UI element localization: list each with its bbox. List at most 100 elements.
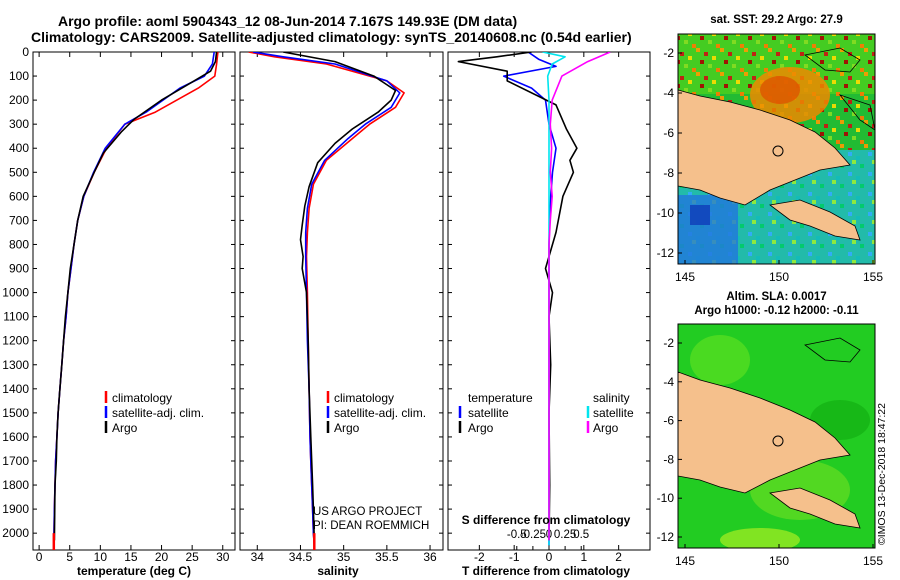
difference-legend: temperature satellite Argo salinity sate…: [458, 391, 634, 435]
series-line-argo: [283, 52, 397, 541]
s-tick-label: 0.25: [554, 529, 576, 541]
map-lat-label: -12: [657, 246, 675, 260]
t-difference-axis-label: T difference from climatology: [462, 564, 630, 578]
x-tick-label: 35: [337, 550, 351, 564]
map-lat-label: -12: [657, 530, 675, 544]
depth-tick-label: 1900: [2, 502, 29, 516]
s-difference-axis-label: S difference from climatology: [462, 513, 631, 527]
depth-tick-label: 1500: [2, 406, 29, 420]
depth-tick-label: 0: [22, 45, 29, 59]
depth-tick-label: 700: [9, 213, 29, 227]
x-tick-label: 34.5: [289, 550, 313, 564]
series-line-temperature-argo: [457, 52, 578, 541]
x-tick-label: 10: [94, 550, 108, 564]
series-line-satellite-adj-clim-: [252, 52, 401, 546]
map-lat-label: -6: [663, 126, 674, 140]
x-tick-label: 34: [251, 550, 265, 564]
depth-tick-label: 900: [9, 262, 29, 276]
map-lat-label: -10: [657, 206, 675, 220]
sla-map: [678, 324, 875, 548]
s-tick-label: -0.25: [520, 529, 546, 541]
depth-tick-label: 200: [9, 93, 29, 107]
legend-argo: Argo: [112, 421, 138, 435]
land-new-guinea-sla: [678, 371, 851, 494]
land-islands-sla: [769, 487, 861, 529]
temperature-legend: climatology satellite-adj. clim. Argo: [104, 391, 204, 435]
depth-tick-label: 800: [9, 237, 29, 251]
depth-tick-label: 1200: [2, 334, 29, 348]
map-lon-label: 150: [769, 554, 789, 568]
temperature-axis-label: temperature (deg C): [77, 564, 191, 578]
x-tick-label: 25: [185, 550, 199, 564]
x-tick-label: 30: [216, 550, 230, 564]
depth-tick-label: 500: [9, 165, 29, 179]
depth-tick-label: 1000: [2, 286, 29, 300]
legend-salinity-header: salinity: [593, 391, 630, 405]
map-lat-label: -4: [663, 375, 674, 389]
series-group: [53, 52, 219, 546]
x-tick-label: 20: [155, 550, 169, 564]
x-tick-label: 0: [36, 550, 43, 564]
depth-axis: 0 100 200 300 400 500 600 700 800 900 1000 1100 1200…: [2, 45, 29, 540]
legend-t-satellite: satellite: [468, 406, 509, 420]
map-lat-label: -4: [663, 86, 674, 100]
depth-tick-label: 1800: [2, 478, 29, 492]
legend-satellite: satellite-adj. clim.: [334, 406, 426, 420]
depth-tick-label: 100: [9, 69, 29, 83]
x-tick-label: 36: [423, 550, 437, 564]
sst-map-title: sat. SST: 29.2 Argo: 27.9: [710, 14, 843, 26]
map-lat-label: -2: [663, 336, 674, 350]
map-lat-label: -8: [663, 452, 674, 466]
map-lon-label: 155: [863, 270, 883, 284]
legend-s-satellite: satellite: [593, 406, 634, 420]
map-lat-label: -2: [663, 46, 674, 60]
map-lat-label: -6: [663, 414, 674, 428]
depth-tick-label: 600: [9, 189, 29, 203]
depth-tick-label: 300: [9, 117, 29, 131]
argo-location-marker: [772, 145, 784, 157]
map-lon-label: 145: [675, 554, 695, 568]
land-new-guinea-sst: [678, 89, 851, 206]
s-tick-label: -0.5: [507, 529, 527, 541]
x-tick-label: 35.5: [375, 550, 399, 564]
salinity-axis-label: salinity: [317, 564, 359, 578]
sla-map-title-2: Argo h1000: -0.12 h2000: -0.11: [694, 305, 859, 317]
legend-s-argo: Argo: [593, 421, 619, 435]
depth-tick-label: 400: [9, 141, 29, 155]
x-tick-label: 1: [580, 550, 587, 564]
land-islands-sst: [769, 199, 861, 241]
difference-plot: -2 -1 0 1 2-0.5-0.25 0 0.250.5: [448, 51, 650, 564]
legend-t-argo: Argo: [468, 421, 494, 435]
imos-timestamp: ©IMOS 13-Dec-2018 18:47:22: [876, 403, 888, 545]
map-lon-label: 150: [769, 270, 789, 284]
series-line-argo: [53, 52, 218, 541]
x-tick-label: 0: [546, 550, 553, 564]
salinity-legend: climatology satellite-adj. clim. Argo: [326, 391, 426, 435]
sla-map-title-1: Altim. SLA: 0.0017: [726, 291, 827, 303]
salinity-plot: 34 34.5 35 35.5 36: [240, 51, 443, 564]
x-tick-label: -1: [509, 550, 520, 564]
sst-map: [678, 34, 875, 264]
depth-tick-label: 1400: [2, 382, 29, 396]
x-tick-label: 5: [66, 550, 73, 564]
depth-tick-label: 2000: [2, 526, 29, 540]
map-lat-label: -10: [657, 491, 675, 505]
x-tick-label: 15: [124, 550, 138, 564]
series-group: [248, 52, 405, 546]
salinity-panel: [239, 51, 444, 551]
s-tick-label: 0.5: [573, 529, 589, 541]
legend-argo: Argo: [334, 421, 360, 435]
temperature-panel: [32, 51, 236, 551]
depth-tick-label: 1700: [2, 454, 29, 468]
credit-pi: PI: DEAN ROEMMICH: [313, 520, 429, 532]
map-lon-label: 145: [675, 270, 695, 284]
depth-tick-label: 1300: [2, 358, 29, 372]
depth-tick-label: 1100: [3, 310, 29, 324]
legend-temperature-header: temperature: [468, 391, 533, 405]
x-tick-label: 2: [615, 550, 622, 564]
legend-climatology: climatology: [112, 391, 172, 405]
legend-satellite: satellite-adj. clim.: [112, 406, 204, 420]
title-line-1: Argo profile: aoml 5904343_12 08-Jun-201…: [58, 13, 518, 29]
